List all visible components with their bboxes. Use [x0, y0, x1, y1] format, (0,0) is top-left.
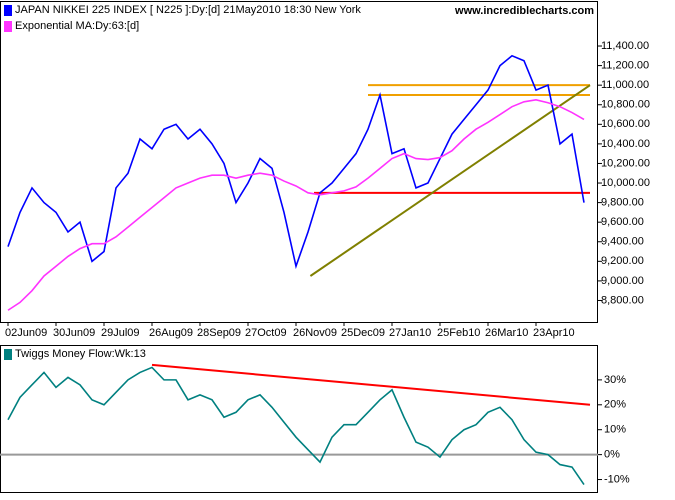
- price-line: [7, 54, 585, 270]
- y-tick-label: 11,000.00: [601, 79, 649, 91]
- y-tick-label: 10%: [604, 424, 626, 436]
- y-tick-label: 9,200.00: [601, 255, 644, 267]
- trend-line: [151, 363, 591, 406]
- x-tick-label: 27Oct09: [245, 327, 287, 339]
- y-tick-label: 10,200.00: [601, 157, 650, 169]
- legend-swatch: [4, 5, 12, 16]
- x-tick-label: 27Jan10: [389, 327, 431, 339]
- x-tick-label: 28Sep09: [197, 327, 241, 339]
- y-tick-label: 20%: [604, 399, 626, 411]
- y-tick-label: 9,400.00: [601, 236, 644, 248]
- x-tick-label: 25Feb10: [437, 327, 480, 339]
- legend-label: Twiggs Money Flow:Wk:13: [15, 348, 146, 360]
- y-tick-label: 11,200.00: [601, 59, 649, 71]
- panel-border: [0, 345, 598, 493]
- y-tick-label: 10,800.00: [601, 99, 650, 111]
- y-tick-label: 8,800.00: [601, 294, 644, 306]
- legend-swatch: [4, 349, 12, 360]
- x-tick-label: 29Jul09: [101, 327, 140, 339]
- x-tick-label: 26Mar10: [485, 327, 528, 339]
- legend-label: Exponential MA:Dy:63:[d]: [15, 20, 139, 32]
- price-line: [7, 99, 585, 311]
- y-tick-label: 9,600.00: [601, 216, 644, 228]
- y-tick-label: 0%: [604, 449, 620, 461]
- x-tick-label: 26Nov09: [293, 327, 337, 339]
- x-tick-label: 23Apr10: [533, 327, 575, 339]
- x-tick-label: 02Jun09: [5, 327, 47, 339]
- y-tick-label: 11,400.00: [601, 40, 649, 52]
- source-label: www.incrediblecharts.com: [454, 5, 594, 17]
- price-line: [7, 366, 585, 485]
- trend-line: [309, 84, 591, 277]
- y-tick-label: 9,800.00: [601, 197, 644, 209]
- y-tick-label: 10,000.00: [601, 177, 650, 189]
- y-tick-label: 30%: [604, 374, 626, 386]
- y-tick-label: 10,400.00: [601, 138, 650, 150]
- x-tick-label: 25Dec09: [341, 327, 385, 339]
- y-tick-label: 10,600.00: [601, 118, 650, 130]
- legend-label: JAPAN NIKKEI 225 INDEX [ N225 ]:Dy:[d] 2…: [15, 4, 361, 16]
- panel-border: [0, 1, 598, 323]
- y-tick-label: 9,000.00: [601, 275, 644, 287]
- y-tick-label: -10%: [604, 473, 630, 485]
- legend-swatch: [4, 21, 12, 32]
- x-tick-label: 26Aug09: [149, 327, 193, 339]
- x-tick-label: 30Jun09: [53, 327, 95, 339]
